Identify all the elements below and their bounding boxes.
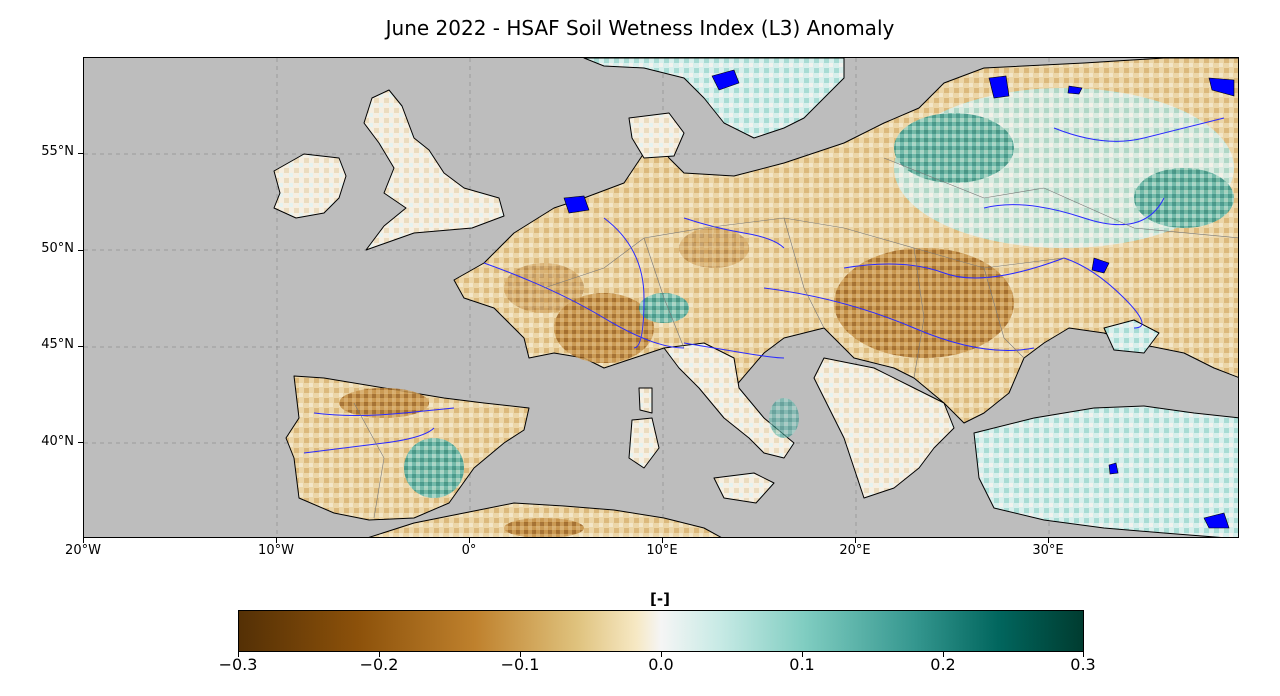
dry-anomaly-regions (339, 228, 1014, 537)
colorbar-tick-label: 0.0 (648, 655, 674, 674)
colorbar-tick-label: −0.1 (500, 655, 540, 674)
colorbar-tick-mark (238, 652, 239, 657)
colorbar-tick-label: −0.3 (218, 655, 258, 674)
lat-tick-40n: 40°N (41, 434, 74, 449)
colorbar-tick-label: 0.3 (1070, 655, 1096, 674)
land-iberia (285, 375, 530, 521)
land-great-britain (363, 89, 505, 251)
lon-tick-mark (855, 538, 856, 543)
land-sicily (713, 472, 775, 504)
colorbar-tick-label: −0.2 (359, 655, 399, 674)
colorbar (238, 610, 1084, 652)
lakes (563, 69, 1235, 529)
colorbar-tick-mark (661, 652, 662, 657)
lon-tick-mark (662, 538, 663, 543)
lat-tick-55n: 55°N (41, 144, 74, 159)
colorbar-tick-label: 0.2 (930, 655, 956, 674)
lon-tick-20e: 20°E (839, 543, 871, 558)
wet-anomaly-regions (404, 88, 1234, 508)
land-balkans (813, 357, 955, 499)
lon-tick-mark (469, 538, 470, 543)
lon-tick-10w: 10°W (258, 543, 294, 558)
land-scandinavia (583, 58, 845, 139)
lon-tick-mark (1048, 538, 1049, 543)
lat-tick-mark (78, 153, 83, 154)
land-denmark (628, 112, 685, 159)
rivers (303, 117, 1225, 454)
colorbar-tick-mark (802, 652, 803, 657)
land-sardinia (628, 417, 660, 469)
map-title: June 2022 - HSAF Soil Wetness Index (L3)… (385, 16, 895, 40)
land-italy (663, 342, 795, 459)
lat-tick-mark (78, 250, 83, 251)
land-corsica (638, 387, 653, 414)
lat-tick-50n: 50°N (41, 241, 74, 256)
lon-tick-mark (276, 538, 277, 543)
colorbar-tick-mark (520, 652, 521, 657)
lat-tick-mark (78, 346, 83, 347)
colorbar-tick-mark (379, 652, 380, 657)
borders (353, 157, 1238, 519)
lat-tick-mark (78, 442, 83, 443)
map-canvas (84, 58, 1238, 537)
lon-tick-20w: 20°W (65, 543, 101, 558)
land-crimea (1103, 319, 1160, 354)
lon-tick-10e: 10°E (646, 543, 678, 558)
colorbar-tick-mark (1083, 652, 1084, 657)
land-ireland (273, 153, 347, 219)
colorbar-label: [-] (650, 590, 670, 608)
colorbar-tick-label: 0.1 (789, 655, 815, 674)
map-plot-area (83, 57, 1239, 538)
lon-tick-mark (83, 538, 84, 543)
lon-tick-30e: 30°E (1032, 543, 1064, 558)
lon-tick-0: 0° (461, 543, 477, 558)
lat-tick-45n: 45°N (41, 337, 74, 352)
colorbar-tick-mark (943, 652, 944, 657)
